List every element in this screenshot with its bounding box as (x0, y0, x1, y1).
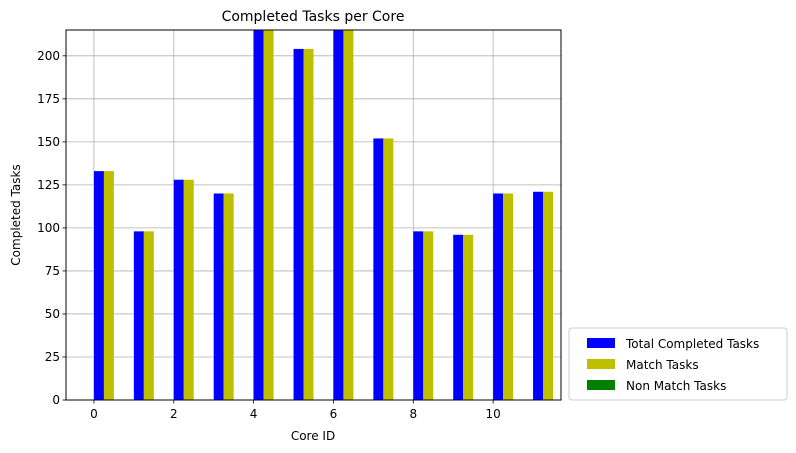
x-axis-label: Core ID (291, 429, 335, 443)
legend-label: Total Completed Tasks (625, 337, 759, 351)
legend-label: Non Match Tasks (626, 379, 726, 393)
bar-match-tasks-0 (103, 171, 114, 400)
x-tick-label: 4 (250, 407, 258, 421)
legend-box (568, 327, 788, 401)
bar-match-tasks-5 (303, 48, 314, 400)
plot-frame (65, 29, 562, 401)
bar-total-completed-tasks-3 (213, 193, 224, 400)
y-tick-label: 25 (45, 350, 60, 364)
bar-total-completed-tasks-10 (493, 193, 504, 400)
bar-total-completed-tasks-6 (333, 30, 344, 400)
bar-total-completed-tasks-7 (373, 138, 384, 400)
chart-title: Completed Tasks per Core (222, 9, 405, 25)
y-tick-label: 200 (37, 49, 60, 63)
legend-label: Match Tasks (626, 358, 699, 372)
y-tick-label: 50 (45, 307, 60, 321)
bar-total-completed-tasks-9 (453, 234, 464, 400)
legend: Total Completed Tasks Match Tasks Non Matc… (568, 327, 788, 401)
x-tick-label: 2 (170, 407, 178, 421)
bar-match-tasks-2 (183, 179, 194, 400)
bar-match-tasks-6 (343, 30, 354, 400)
bar-match-tasks-8 (423, 231, 434, 400)
x-axis-ticks: 0 2 4 6 8 10 (90, 400, 501, 421)
bar-match-tasks-7 (383, 138, 394, 400)
legend-swatch (587, 338, 615, 348)
bar-match-tasks-4 (263, 30, 274, 400)
y-tick-label: 125 (37, 178, 60, 192)
y-axis-ticks: 0 25 50 75 100 125 150 175 200 (37, 49, 66, 407)
y-tick-label: 0 (52, 393, 60, 407)
bar-total-completed-tasks-4 (253, 30, 264, 400)
bar-total-completed-tasks-0 (93, 171, 104, 400)
y-tick-label: 75 (45, 264, 60, 278)
x-tick-label: 0 (90, 407, 98, 421)
bars (93, 30, 554, 400)
bar-match-tasks-11 (543, 191, 554, 400)
bar-match-tasks-9 (463, 234, 474, 400)
bar-total-completed-tasks-5 (293, 48, 304, 400)
bar-total-completed-tasks-2 (173, 179, 184, 400)
legend-swatch (587, 359, 615, 369)
bar-total-completed-tasks-1 (133, 231, 144, 400)
bar-match-tasks-10 (503, 193, 514, 400)
x-tick-label: 6 (330, 407, 338, 421)
x-tick-label: 10 (485, 407, 500, 421)
x-tick-label: 8 (409, 407, 417, 421)
y-tick-label: 100 (37, 221, 60, 235)
legend-swatch (587, 380, 615, 390)
y-axis-label: Completed Tasks (9, 164, 23, 265)
bar-match-tasks-1 (143, 231, 154, 400)
bar-match-tasks-3 (223, 193, 234, 400)
y-tick-label: 150 (37, 135, 60, 149)
bar-total-completed-tasks-11 (533, 191, 544, 400)
y-tick-label: 175 (37, 92, 60, 106)
bar-total-completed-tasks-8 (413, 231, 424, 400)
